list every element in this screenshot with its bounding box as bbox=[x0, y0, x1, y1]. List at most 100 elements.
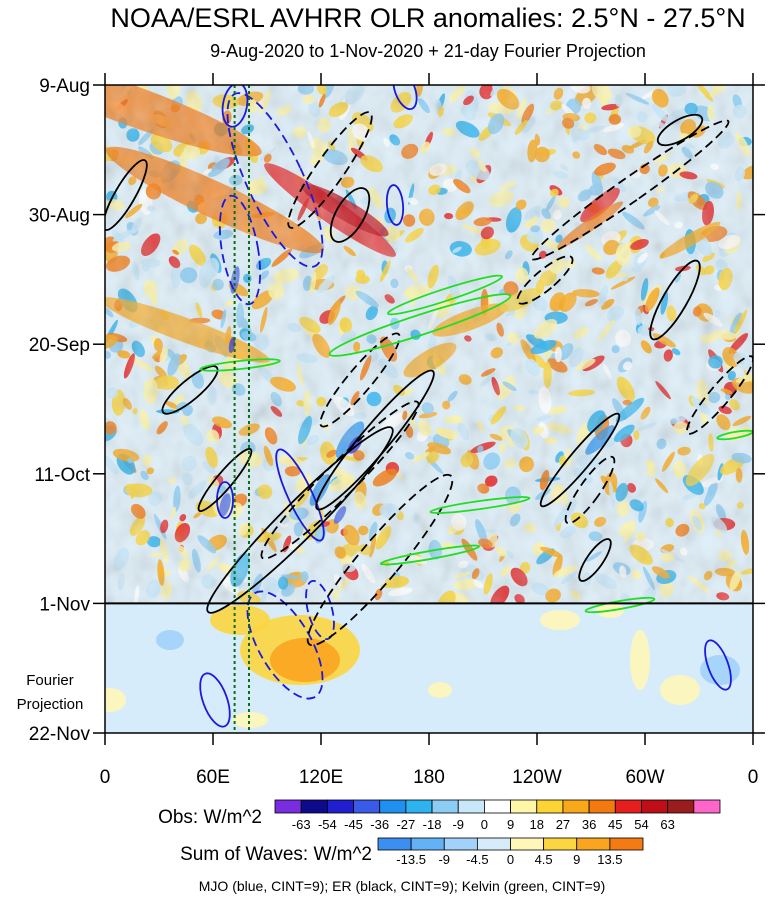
kelvin-contour bbox=[584, 596, 656, 614]
obs-legend-level: -27 bbox=[396, 817, 415, 832]
obs-legend-level: -45 bbox=[344, 817, 363, 832]
obs-legend-level: 27 bbox=[556, 817, 570, 832]
obs-legend-swatch bbox=[641, 799, 669, 814]
projection-patch bbox=[540, 610, 580, 630]
mjo-contour bbox=[246, 590, 324, 700]
waves-legend: Sum of Waves: W/m^2 -13.5 -9 -4.5 0 4.5 9 13.5 bbox=[180, 837, 644, 867]
obs-legend-level: -9 bbox=[452, 817, 464, 832]
projection-patch bbox=[210, 605, 270, 635]
obs-legend-swatch bbox=[588, 799, 616, 814]
obs-legend-swatch bbox=[536, 799, 564, 814]
obs-legend-level: 63 bbox=[660, 817, 674, 832]
plot-area bbox=[105, 85, 753, 733]
waves-legend-label: Sum of Waves: W/m^2 bbox=[180, 844, 372, 865]
projection-patch bbox=[105, 688, 126, 712]
x-tick-label: 60W bbox=[625, 767, 664, 788]
obs-legend-swatch bbox=[667, 799, 695, 814]
x-tick-label: 60E bbox=[196, 767, 230, 788]
obs-legend-level: 9 bbox=[507, 817, 514, 832]
er-contour bbox=[306, 473, 454, 647]
obs-legend-swatch bbox=[353, 799, 381, 814]
projection-label-line1: Fourier bbox=[26, 672, 74, 689]
obs-legend-swatch bbox=[326, 799, 354, 814]
er-contour bbox=[315, 369, 435, 511]
er-contour bbox=[161, 365, 219, 415]
mjo-contour bbox=[199, 672, 231, 728]
chart-title: NOAA/ESRL AVHRR OLR anomalies: 2.5°N - 2… bbox=[110, 3, 745, 33]
obs-legend-level: -36 bbox=[370, 817, 389, 832]
mjo-contour bbox=[392, 85, 418, 111]
er-contour bbox=[197, 448, 253, 512]
waves-legend-level: -9 bbox=[438, 852, 450, 867]
obs-legend-swatch bbox=[300, 799, 328, 814]
projection-label-line2: Projection bbox=[17, 696, 84, 713]
x-tick-label: 0 bbox=[100, 767, 111, 788]
projection-patch bbox=[660, 675, 700, 705]
er-contour bbox=[516, 255, 574, 305]
chart-subtitle: 9-Aug-2020 to 1-Nov-2020 + 21-day Fourie… bbox=[210, 41, 646, 61]
er-contour bbox=[539, 412, 621, 508]
mjo-contour bbox=[704, 639, 732, 691]
waves-legend-swatch bbox=[476, 837, 511, 851]
er-contour bbox=[206, 426, 394, 614]
waves-legend-swatch bbox=[543, 837, 578, 851]
er-contour bbox=[649, 259, 701, 341]
obs-legend-level: -54 bbox=[318, 817, 337, 832]
obs-legend-swatch bbox=[274, 799, 302, 814]
obs-legend-swatch bbox=[510, 799, 538, 814]
er-contour bbox=[319, 332, 401, 428]
obs-legend-swatch bbox=[693, 799, 721, 814]
waves-legend-level: 13.5 bbox=[597, 852, 622, 867]
y-tick-label: 20-Sep bbox=[29, 335, 90, 356]
mjo-contour bbox=[385, 184, 405, 226]
kelvin-contour bbox=[328, 293, 512, 357]
waves-legend-swatch bbox=[377, 837, 412, 851]
obs-legend-level: 45 bbox=[608, 817, 622, 832]
obs-legend-swatch bbox=[562, 799, 590, 814]
x-axis: 0 60E 120E 180 120W 60W 0 bbox=[100, 73, 759, 788]
obs-legend-level: 0 bbox=[481, 817, 488, 832]
y-tick-label: 11-Oct bbox=[34, 465, 90, 486]
obs-legend-level: 36 bbox=[582, 817, 596, 832]
x-tick-label: 0 bbox=[748, 767, 759, 788]
mjo-contour bbox=[221, 85, 249, 128]
projection-patch bbox=[428, 682, 452, 698]
x-tick-label: 180 bbox=[413, 767, 445, 788]
y-tick-label: 22-Nov bbox=[29, 724, 91, 745]
waves-legend-swatch bbox=[510, 837, 545, 851]
projection-patch bbox=[156, 630, 184, 650]
obs-legend-swatch bbox=[614, 799, 642, 814]
obs-legend-swatch bbox=[431, 799, 459, 814]
projection-patch bbox=[270, 638, 340, 682]
obs-legend-level: 54 bbox=[634, 817, 648, 832]
kelvin-contour bbox=[387, 274, 503, 316]
er-contour bbox=[578, 538, 612, 582]
wave-contours bbox=[105, 85, 753, 728]
obs-legend-label: Obs: W/m^2 bbox=[158, 807, 262, 828]
obs-legend-swatch bbox=[457, 799, 485, 814]
obs-legend-swatch bbox=[484, 799, 511, 814]
waves-legend-swatch bbox=[410, 837, 445, 851]
reference-longitude-lines bbox=[233, 85, 250, 733]
obs-legend-level: -18 bbox=[423, 817, 442, 832]
y-tick-label: 30-Aug bbox=[29, 206, 90, 227]
er-contour bbox=[329, 187, 371, 243]
kelvin-contour bbox=[199, 358, 281, 372]
waves-legend-level: 0 bbox=[507, 852, 514, 867]
er-contour bbox=[656, 113, 704, 147]
waves-legend-level: -13.5 bbox=[396, 852, 426, 867]
er-contour bbox=[564, 455, 616, 525]
waves-legend-swatch bbox=[609, 837, 644, 851]
x-tick-label: 120W bbox=[512, 767, 562, 788]
mjo-contour bbox=[305, 579, 335, 641]
projection-patch bbox=[630, 630, 650, 690]
y-axis: 9-Aug 30-Aug 20-Sep 11-Oct 1-Nov 22-Nov bbox=[29, 76, 765, 745]
kelvin-contour bbox=[379, 544, 481, 566]
obs-legend-swatch bbox=[379, 799, 407, 814]
waves-legend-level: 4.5 bbox=[535, 852, 553, 867]
obs-legend-level: 18 bbox=[530, 817, 544, 832]
waves-legend-swatch bbox=[443, 837, 478, 851]
projection-base bbox=[105, 603, 753, 733]
projection-patch bbox=[232, 712, 268, 728]
er-contour bbox=[105, 159, 148, 231]
